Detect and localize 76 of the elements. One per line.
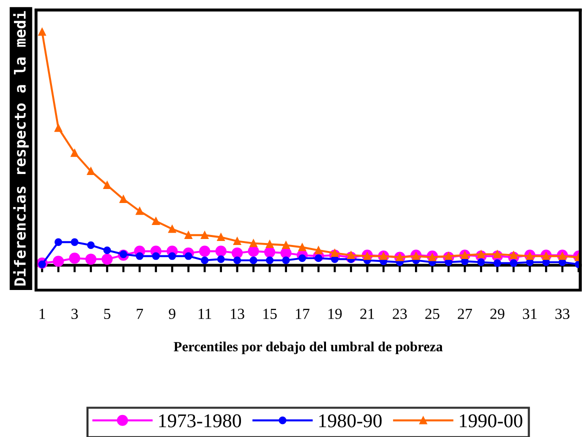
point bbox=[38, 260, 46, 268]
point bbox=[233, 256, 242, 264]
point bbox=[184, 231, 192, 239]
point bbox=[330, 249, 339, 257]
point bbox=[314, 246, 322, 254]
point bbox=[103, 181, 111, 190]
x-tick-label: 15 bbox=[263, 308, 277, 320]
x-tick-label: 31 bbox=[522, 308, 537, 320]
point bbox=[217, 255, 225, 263]
point bbox=[282, 256, 290, 264]
y-axis-title: Diferencias respecto a la medi bbox=[13, 11, 29, 286]
point bbox=[477, 258, 485, 266]
point bbox=[314, 254, 322, 262]
point bbox=[136, 252, 144, 260]
point bbox=[412, 252, 420, 260]
point bbox=[152, 252, 160, 260]
point bbox=[52, 256, 64, 267]
point bbox=[298, 254, 306, 262]
x-tick-label: 9 bbox=[168, 308, 176, 320]
x-tick-label: 7 bbox=[136, 308, 144, 319]
point bbox=[70, 149, 78, 157]
point bbox=[233, 237, 242, 246]
x-tick-label: 1 bbox=[40, 308, 45, 319]
point bbox=[250, 256, 258, 264]
point bbox=[87, 241, 95, 249]
point bbox=[215, 246, 226, 257]
point bbox=[266, 240, 274, 248]
point bbox=[282, 241, 290, 249]
point bbox=[136, 207, 144, 215]
x-tick-label: 17 bbox=[296, 308, 310, 319]
x-tick-label: 25 bbox=[425, 308, 440, 320]
point bbox=[494, 259, 502, 267]
legend-label: 1980-90 bbox=[319, 414, 382, 428]
point bbox=[87, 167, 95, 176]
point bbox=[232, 248, 243, 259]
x-tick-label: 3 bbox=[72, 308, 78, 320]
point bbox=[217, 233, 225, 242]
point bbox=[250, 239, 258, 248]
x-tick-label: 13 bbox=[230, 308, 244, 320]
x-tick-label: 21 bbox=[360, 308, 374, 319]
point bbox=[542, 252, 550, 260]
point bbox=[199, 246, 210, 257]
x-tick-label: 27 bbox=[458, 308, 472, 319]
x-tick-label: 19 bbox=[328, 308, 342, 320]
legend-label: 1973-1980 bbox=[159, 414, 241, 428]
legend-label: 1990-00 bbox=[460, 414, 522, 428]
point bbox=[200, 231, 209, 239]
point bbox=[85, 254, 96, 265]
point bbox=[266, 256, 274, 264]
point bbox=[168, 252, 176, 260]
x-tick-label: 29 bbox=[490, 308, 504, 320]
x-tick-label: 23 bbox=[392, 308, 407, 320]
point bbox=[298, 243, 306, 252]
point bbox=[120, 250, 128, 258]
x-tick-label: 11 bbox=[198, 308, 212, 319]
point bbox=[54, 238, 62, 246]
point bbox=[200, 256, 209, 264]
point bbox=[168, 225, 176, 233]
point bbox=[70, 238, 78, 246]
x-axis-title: Percentiles por debajo del umbral de pobreza bbox=[174, 342, 443, 354]
point bbox=[477, 250, 485, 258]
point bbox=[120, 195, 128, 204]
point bbox=[102, 254, 113, 265]
point bbox=[363, 252, 372, 260]
point bbox=[494, 250, 502, 258]
point bbox=[428, 253, 436, 262]
x-tick-label: 5 bbox=[104, 308, 110, 320]
point bbox=[264, 246, 276, 258]
x-tick-label: 33 bbox=[555, 308, 570, 320]
point bbox=[510, 259, 518, 267]
point bbox=[152, 217, 160, 225]
point bbox=[38, 28, 46, 36]
point bbox=[54, 124, 62, 132]
point bbox=[69, 252, 80, 264]
point bbox=[248, 246, 260, 257]
point bbox=[103, 246, 111, 254]
